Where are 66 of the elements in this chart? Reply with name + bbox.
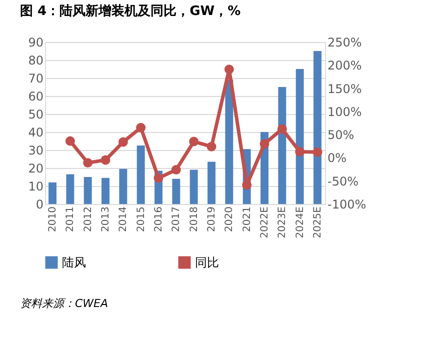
y2-tick-label: 100% xyxy=(328,104,362,119)
x-tick-label: 2011 xyxy=(65,206,76,232)
y-tick-label: 10 xyxy=(28,180,44,194)
point xyxy=(260,139,270,149)
x-tick-label: 2013 xyxy=(100,206,112,232)
point xyxy=(189,136,199,146)
point xyxy=(83,158,93,168)
bar xyxy=(119,168,128,204)
y-tick-label: 90 xyxy=(28,36,44,50)
y2-tick-label: -100% xyxy=(328,198,366,212)
bar xyxy=(278,87,286,204)
y2-tick-label: 0% xyxy=(328,151,347,166)
bar xyxy=(136,146,145,204)
legend-label: 同比 xyxy=(195,256,219,270)
y-tick-label: 20 xyxy=(28,162,44,176)
x-tick-label: 2010 xyxy=(48,206,59,232)
point xyxy=(206,142,216,152)
y-tick-label: 0 xyxy=(36,198,44,212)
chart-title: 图 4：陆风新增装机及同比，GW，% xyxy=(20,3,241,19)
x-tick-label: 2022E xyxy=(259,206,270,238)
y-tick-label: 30 xyxy=(28,144,44,158)
bar xyxy=(296,69,304,204)
point xyxy=(65,136,75,146)
point xyxy=(154,173,164,183)
point xyxy=(224,64,234,74)
x-tick-label: 2019 xyxy=(206,206,218,232)
y-tick-label: 80 xyxy=(28,54,44,68)
x-tick-label: 2015 xyxy=(136,206,147,232)
y-tick-label: 50 xyxy=(28,108,44,122)
bar xyxy=(48,182,56,204)
bar xyxy=(225,80,234,204)
point xyxy=(100,155,110,165)
point xyxy=(242,180,252,190)
point xyxy=(277,124,287,134)
y2-tick-label: 50% xyxy=(328,128,354,142)
x-tick-label: 2014 xyxy=(118,206,130,232)
x-tick-label: 2025E xyxy=(312,206,324,238)
legend-label: 陆风 xyxy=(62,256,86,270)
bar xyxy=(190,170,198,204)
bar xyxy=(208,162,216,204)
y-tick-label: 40 xyxy=(28,126,44,140)
y2-tick-label: 150% xyxy=(328,82,362,96)
point xyxy=(295,146,305,156)
point xyxy=(136,122,146,132)
y2-tick-label: 250% xyxy=(328,36,362,50)
bar xyxy=(66,174,74,204)
x-tick-label: 2021 xyxy=(242,206,253,232)
point xyxy=(171,165,181,174)
bar xyxy=(102,178,110,204)
y2-tick-label: 200% xyxy=(328,58,362,73)
x-tick-label: 2020 xyxy=(224,206,236,232)
text: 资料来源：CWEA xyxy=(20,297,108,310)
y-tick-label: 60 xyxy=(28,90,44,104)
x-tick-label: 2016 xyxy=(154,206,164,232)
x-tick-label: 2017 xyxy=(171,206,182,232)
point xyxy=(312,147,322,157)
x-tick-label: 2012 xyxy=(82,206,94,232)
bar xyxy=(314,51,322,204)
point xyxy=(118,137,128,147)
x-tick-label: 2018 xyxy=(188,206,200,232)
x-tick-label: 2024E xyxy=(294,206,306,238)
y-tick-label: 70 xyxy=(28,72,44,86)
y2-tick-label: -50% xyxy=(328,174,359,188)
bar xyxy=(84,177,92,204)
bar xyxy=(172,178,180,204)
x-tick-label: 2023E xyxy=(277,206,288,238)
